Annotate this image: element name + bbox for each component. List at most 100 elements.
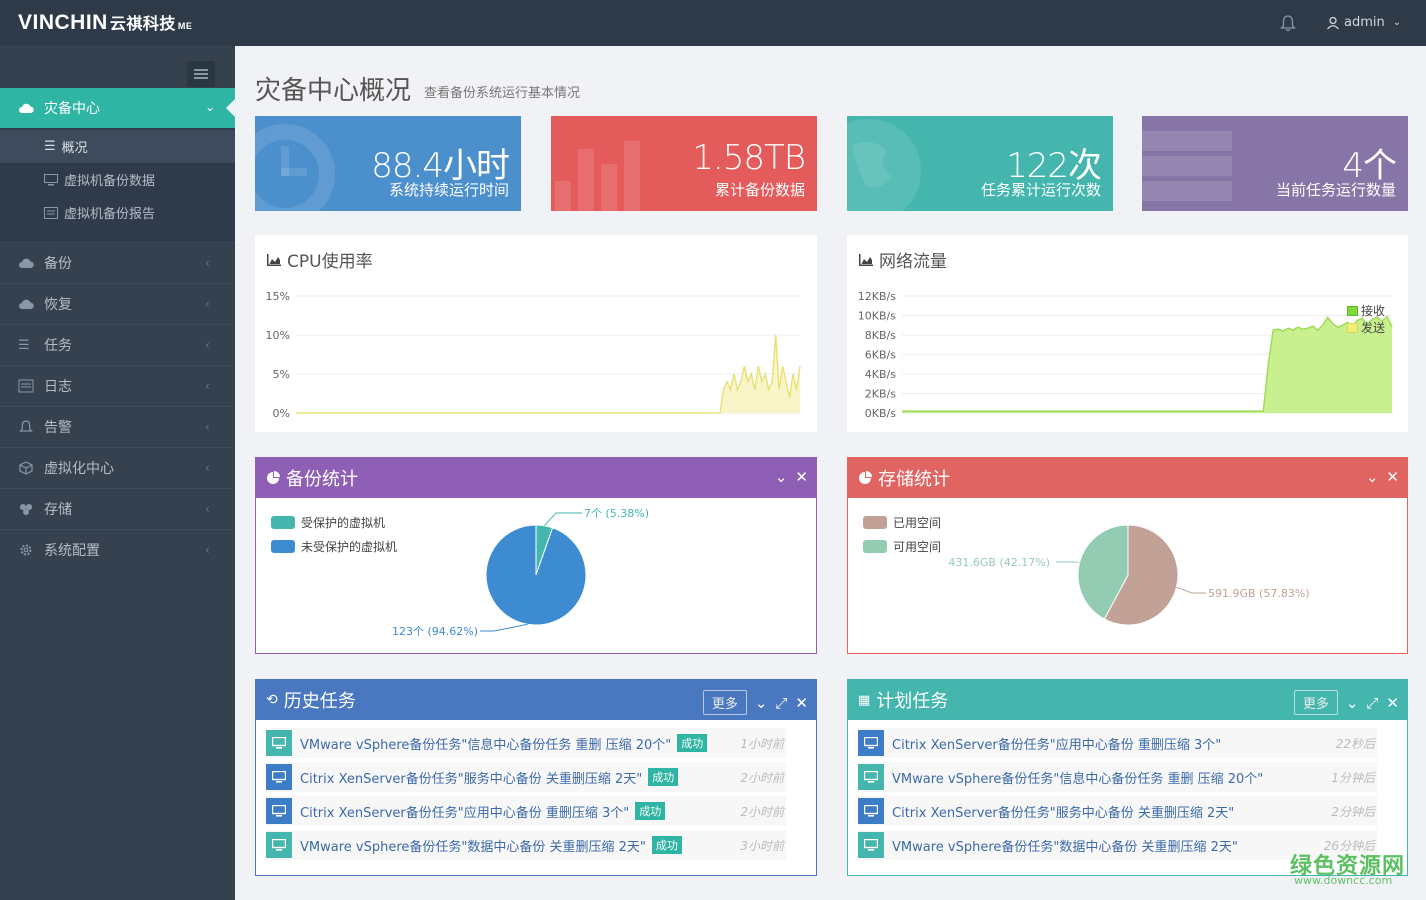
sidebar-item-disaster-center[interactable]: 灾备中心 ⌄ [0,88,236,128]
collapse-icon[interactable]: ⌄ [1365,468,1379,486]
task-row[interactable]: Citrix XenServer备份任务"应用中心备份 重删压缩 3个" 成功 2小… [266,796,786,826]
panel-title: 备份统计 [286,469,358,490]
y-tick-label: 6KB/s [865,349,896,362]
task-row[interactable]: Citrix XenServer备份任务"服务中心备份 关重删压缩 2天" 成功 2… [266,762,786,792]
brand-logo[interactable]: VINCHIN 云祺科技 ME [18,10,192,35]
history-tasks-panel: ⟲ 历史任务 更多 ⌄ ⤢ ✕ VMware vSphere备份任务"信息中心备份任… [255,679,817,876]
pie-label: 431.6GB (42.17%) [948,556,1050,569]
y-tick-label: 0KB/s [865,407,896,420]
legend-item: 受保护的虚拟机 [271,514,385,531]
more-button[interactable]: 更多 [702,690,747,715]
page-title: 灾备中心概况 [255,76,412,106]
collapse-icon[interactable]: ⌄ [774,468,788,486]
monitor-icon [858,730,884,756]
stat-tile-backup-data[interactable]: 1.58TB 累计备份数据 [551,116,817,211]
monitor-icon [858,832,884,858]
sidebar-item-settings[interactable]: 系统配置 ‹ [0,529,235,570]
chevron-down-icon: ⌄ [1392,17,1402,28]
sidebar-item-label: 备份 [44,256,72,272]
notification-bell-icon[interactable] [1280,15,1296,32]
panel-title: 存储统计 [878,469,950,490]
sidebar-subitem-overview[interactable]: ☰ 概况 [0,130,235,163]
page-subtitle: 查看备份系统运行基本情况 [424,86,581,101]
collapse-icon[interactable]: ⌄ [754,693,768,712]
stat-label: 系统持续运行时间 [388,181,509,199]
status-badge: 成功 [677,734,708,752]
task-text: Citrix XenServer备份任务"应用中心备份 重删压缩 3个" [892,737,1222,753]
storage-pie-chart: 591.9GB (57.83%) 431.6GB (42.17%) [948,524,1310,626]
sidebar-item-tasks[interactable]: ☰ 任务 ‹ [0,324,235,365]
sidebar-subitem-vm-backup-report[interactable]: 虚拟机备份报告 [0,196,235,229]
close-icon[interactable]: ✕ [795,693,808,712]
list-icon: ☰ [18,338,30,353]
close-icon[interactable]: ✕ [795,468,808,486]
stat-tile-running-tasks[interactable]: 4个 当前任务运行数量 [1142,116,1408,211]
task-row[interactable]: Citrix XenServer备份任务"服务中心备份 关重删压缩 2天" 2分钟… [858,796,1377,826]
stat-tile-task-runs[interactable]: 122次 任务累计运行次数 [847,116,1113,211]
pie-leader-line [480,623,528,632]
close-icon[interactable]: ✕ [1386,468,1399,486]
task-time: 2小时前 [740,770,784,785]
collapse-icon[interactable]: ⌄ [1345,693,1359,712]
area-fill [296,335,800,413]
pie-slice[interactable] [1077,524,1129,620]
y-tick-label: 10% [266,329,290,342]
pie-label: 591.9GB (57.83%) [1208,587,1310,600]
close-icon[interactable]: ✕ [1386,693,1399,712]
monitor-icon [266,832,292,858]
cloud-download-icon [19,299,34,309]
pie-chart-icon [267,471,280,484]
legend-item: 可用空间 [863,538,941,555]
chevron-left-icon: ‹ [205,461,210,475]
cpu-title: CPU使用率 [287,252,373,272]
task-row[interactable]: VMware vSphere备份任务"数据中心备份 关重删压缩 2天" 成功 3小时… [266,830,786,860]
pie-leader-line [1056,561,1080,564]
more-button[interactable]: 更多 [1293,690,1338,715]
y-tick-label: 5% [273,368,290,381]
expand-icon[interactable]: ⤢ [775,693,788,712]
task-row[interactable]: VMware vSphere备份任务"信息中心备份任务 重删 压缩 20个" 成功… [266,728,786,758]
task-text: Citrix XenServer备份任务"应用中心备份 重删压缩 3个" [300,805,630,821]
pie-slice[interactable] [485,524,587,626]
pie-slice[interactable] [1103,524,1179,626]
chevron-left-icon: ‹ [205,543,210,557]
stat-tile-uptime[interactable]: 88.4小时 系统持续运行时间 [255,116,521,211]
watermark-text: 绿色资源网 [1290,854,1406,879]
task-time: 1小时前 [740,736,784,751]
panel-tools: 更多 ⌄ ⤢ ✕ [1293,690,1399,715]
task-row[interactable]: Citrix XenServer备份任务"应用中心备份 重删压缩 3个" 22秒后 [858,728,1377,758]
report-icon [44,206,58,219]
planned-tasks-panel: ▦ 计划任务 更多 ⌄ ⤢ ✕ Citrix XenServer备份任务"应用中心备… [847,679,1408,876]
sidebar-item-backup[interactable]: 备份 ‹ [0,242,235,283]
sidebar-item-label: 告警 [44,420,72,436]
user-name: admin [1344,15,1385,30]
status-badge: 成功 [635,802,666,820]
sidebar-item-virtualization[interactable]: 虚拟化中心 ‹ [0,447,235,488]
task-row[interactable]: VMware vSphere备份任务"信息中心备份任务 重删 压缩 20个" 1分… [858,762,1377,792]
task-row[interactable]: VMware vSphere备份任务"数据中心备份 关重删压缩 2天" 26分钟后 [858,830,1377,860]
sidebar-item-alerts[interactable]: 告警 ‹ [0,406,235,447]
task-text: VMware vSphere备份任务"信息中心备份任务 重删 压缩 20个" [300,737,672,753]
legend-label: 可用空间 [893,540,942,554]
sidebar-item-label: 系统配置 [44,543,100,559]
calendar-icon: ▦ [858,692,871,708]
sidebar-item-logs[interactable]: 日志 ‹ [0,365,235,406]
y-tick-label: 15% [266,290,290,303]
network-traffic-panel: 网络流量 12KB/s 10KB/s 8KB/s 6KB/s 4KB/s 2KB/s 0KB… [847,235,1408,432]
panel-title: 计划任务 [876,691,949,712]
y-tick-label: 8KB/s [865,329,896,342]
task-time: 22秒后 [1335,736,1375,751]
log-icon [18,379,34,393]
sidebar-toggle-button[interactable] [187,61,215,87]
sidebar-item-restore[interactable]: 恢复 ‹ [0,283,235,324]
sidebar-item-storage[interactable]: 存储 ‹ [0,488,235,529]
series-line [296,334,801,414]
stat-value: 4个 [1342,146,1397,186]
expand-icon[interactable]: ⤢ [1366,693,1379,712]
user-menu[interactable]: admin ⌄ [1326,15,1401,30]
monitor-icon [44,173,58,185]
y-tick-label: 12KB/s [858,290,896,303]
sidebar-item-label: 灾备中心 [44,101,100,117]
sidebar-subitem-vm-backup-data[interactable]: 虚拟机备份数据 [0,163,235,196]
sidebar-subitem-label: 虚拟机备份报告 [64,207,156,222]
